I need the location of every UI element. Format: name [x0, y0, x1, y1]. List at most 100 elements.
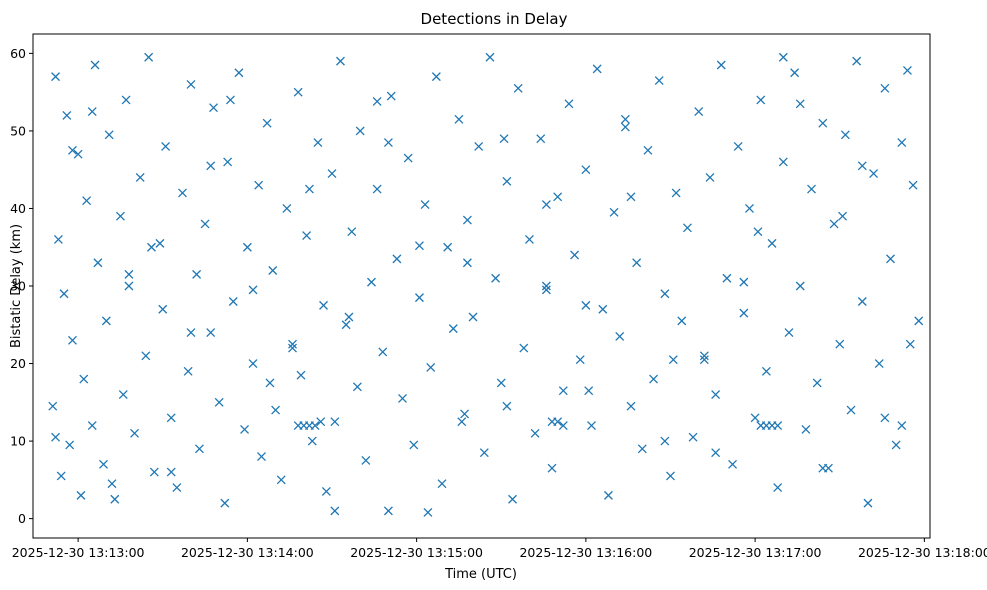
- data-point: [753, 227, 763, 237]
- data-point: [254, 180, 264, 190]
- data-point: [654, 76, 664, 85]
- data-point: [158, 304, 168, 314]
- data-point: [437, 479, 447, 489]
- data-point: [564, 99, 574, 109]
- data-point: [462, 258, 472, 268]
- data-point: [541, 285, 551, 295]
- data-point: [682, 223, 692, 233]
- data-point: [398, 393, 407, 403]
- data-point: [649, 374, 659, 384]
- data-point: [141, 351, 151, 361]
- data-point: [161, 141, 171, 151]
- data-point: [372, 96, 382, 106]
- data-point: [257, 452, 266, 462]
- data-point: [344, 312, 354, 322]
- data-point: [414, 241, 424, 251]
- data-point: [513, 83, 523, 93]
- data-point: [313, 138, 323, 148]
- data-point: [87, 421, 97, 431]
- data-point: [316, 417, 326, 427]
- data-point: [268, 266, 278, 275]
- data-point: [192, 269, 202, 279]
- data-point: [620, 122, 630, 132]
- data-point: [660, 289, 670, 299]
- data-point: [220, 498, 230, 508]
- data-point: [460, 409, 470, 419]
- data-point: [547, 463, 557, 473]
- data-point: [632, 258, 642, 268]
- data-point: [144, 52, 154, 62]
- data-point: [485, 52, 495, 62]
- data-point: [570, 250, 580, 260]
- data-point: [304, 184, 314, 194]
- data-point: [846, 405, 856, 415]
- data-point: [288, 339, 297, 349]
- data-point: [423, 507, 433, 517]
- data-point: [462, 215, 472, 225]
- data-point: [857, 161, 867, 171]
- y-tick-label: 10: [10, 434, 26, 449]
- data-point: [902, 65, 912, 75]
- data-point: [739, 308, 749, 318]
- data-point: [282, 204, 292, 213]
- data-point: [699, 351, 709, 361]
- data-point: [784, 328, 794, 337]
- data-point: [420, 200, 430, 210]
- data-point: [818, 463, 828, 473]
- data-point: [790, 68, 800, 78]
- data-point: [829, 219, 839, 229]
- data-point: [448, 324, 458, 334]
- data-point: [242, 242, 252, 252]
- data-point: [852, 56, 862, 66]
- data-point: [711, 448, 721, 458]
- y-tick-label: 50: [10, 123, 26, 138]
- data-point: [773, 421, 783, 431]
- data-point: [166, 467, 176, 477]
- data-point: [620, 114, 630, 124]
- x-tick-label: 2025-12-30 13:17:00: [689, 545, 822, 560]
- data-point: [68, 335, 77, 345]
- data-point: [778, 157, 788, 167]
- data-point: [99, 459, 108, 469]
- data-point: [745, 204, 754, 213]
- data-point: [575, 355, 585, 365]
- data-point: [666, 471, 675, 481]
- data-point: [276, 475, 286, 485]
- data-point: [386, 91, 396, 101]
- data-point: [603, 490, 613, 500]
- data-point: [240, 424, 250, 434]
- data-point: [194, 444, 204, 454]
- data-point: [795, 99, 805, 109]
- data-point: [897, 421, 907, 431]
- data-point: [347, 227, 357, 237]
- data-point: [56, 471, 66, 481]
- data-point: [840, 130, 850, 140]
- data-point: [558, 386, 568, 396]
- x-axis-label: Time (UTC): [444, 567, 517, 582]
- data-point: [271, 405, 281, 415]
- data-point: [178, 188, 187, 198]
- data-point: [403, 153, 413, 163]
- data-point: [886, 254, 895, 264]
- data-point: [101, 316, 111, 326]
- data-point: [262, 118, 272, 128]
- data-point: [330, 417, 340, 427]
- data-point: [248, 285, 258, 295]
- data-point: [496, 378, 506, 388]
- data-point: [414, 293, 424, 303]
- data-point: [172, 483, 182, 493]
- data-point: [677, 316, 687, 326]
- data-point: [874, 359, 884, 368]
- y-tick-label: 30: [10, 279, 26, 294]
- data-point: [307, 436, 317, 446]
- y-tick-label: 20: [10, 356, 26, 371]
- data-point: [626, 192, 636, 202]
- y-tick-label: 0: [18, 511, 26, 526]
- y-tick-label: 40: [10, 201, 26, 216]
- data-point: [705, 172, 715, 182]
- data-point: [541, 200, 551, 210]
- data-point: [880, 83, 890, 93]
- data-point: [352, 382, 362, 392]
- data-point: [592, 64, 602, 74]
